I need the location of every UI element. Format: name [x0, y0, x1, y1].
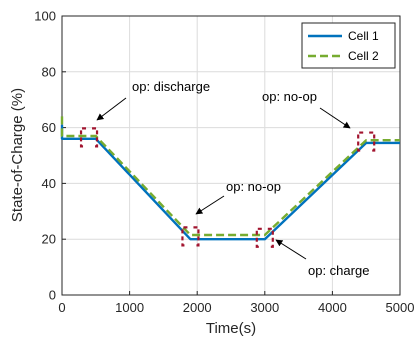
- annotation-arrow: [96, 97, 127, 121]
- marker-bracket-right: [267, 227, 274, 248]
- y-tick-label: 60: [42, 120, 56, 135]
- x-tick-label: 0: [58, 300, 65, 315]
- plot-area: [61, 15, 401, 296]
- series-line-cell-2: [60, 116, 400, 237]
- y-tick-label: 0: [49, 288, 56, 303]
- annotation-label: op: no-op: [262, 89, 317, 104]
- x-tick-label: 1000: [115, 300, 144, 315]
- annotation-arrow: [319, 107, 351, 129]
- annotation-label: op: discharge: [132, 79, 210, 94]
- legend-box: [301, 22, 396, 69]
- markers: [79, 127, 376, 248]
- marker-bracket-left: [79, 127, 87, 148]
- x-axis-label: Time(s): [206, 320, 256, 337]
- series-line-cell-1: [60, 124, 400, 241]
- marker-bracket-right: [369, 131, 376, 152]
- y-tick-label: 100: [34, 9, 56, 24]
- annotations: op: discharge op: no-op op: charge op: no-o…: [96, 79, 369, 278]
- y-tick-label: 20: [42, 232, 56, 247]
- marker-bracket-left: [181, 226, 188, 247]
- marker-bracket-right: [92, 127, 99, 148]
- y-tick-label: 40: [42, 176, 56, 191]
- annotation-label: op: no-op: [226, 179, 281, 194]
- legend-label: Cell 1: [348, 29, 379, 43]
- marker-bracket-right: [193, 226, 200, 247]
- x-tick-label: 4000: [318, 300, 347, 315]
- marker-bracket-left: [357, 131, 364, 152]
- annotation-arrow: [275, 239, 307, 260]
- annotation-label: op: charge: [308, 263, 369, 278]
- ticks: 0 1000 2000 3000 4000 5000 0 20 40 60 80 100: [34, 9, 414, 316]
- y-tick-label: 80: [42, 64, 56, 79]
- marker-bracket-left: [255, 227, 262, 248]
- x-tick-label: 3000: [250, 300, 279, 315]
- x-tick-label: 5000: [386, 300, 415, 315]
- legend-label: Cell 2: [348, 49, 379, 63]
- legend: Cell 1 Cell 2: [301, 22, 396, 69]
- x-tick-label: 2000: [183, 300, 212, 315]
- annotation-arrow: [195, 195, 225, 215]
- y-axis-label: State-of-Charge (%): [9, 88, 26, 222]
- series: [60, 116, 400, 241]
